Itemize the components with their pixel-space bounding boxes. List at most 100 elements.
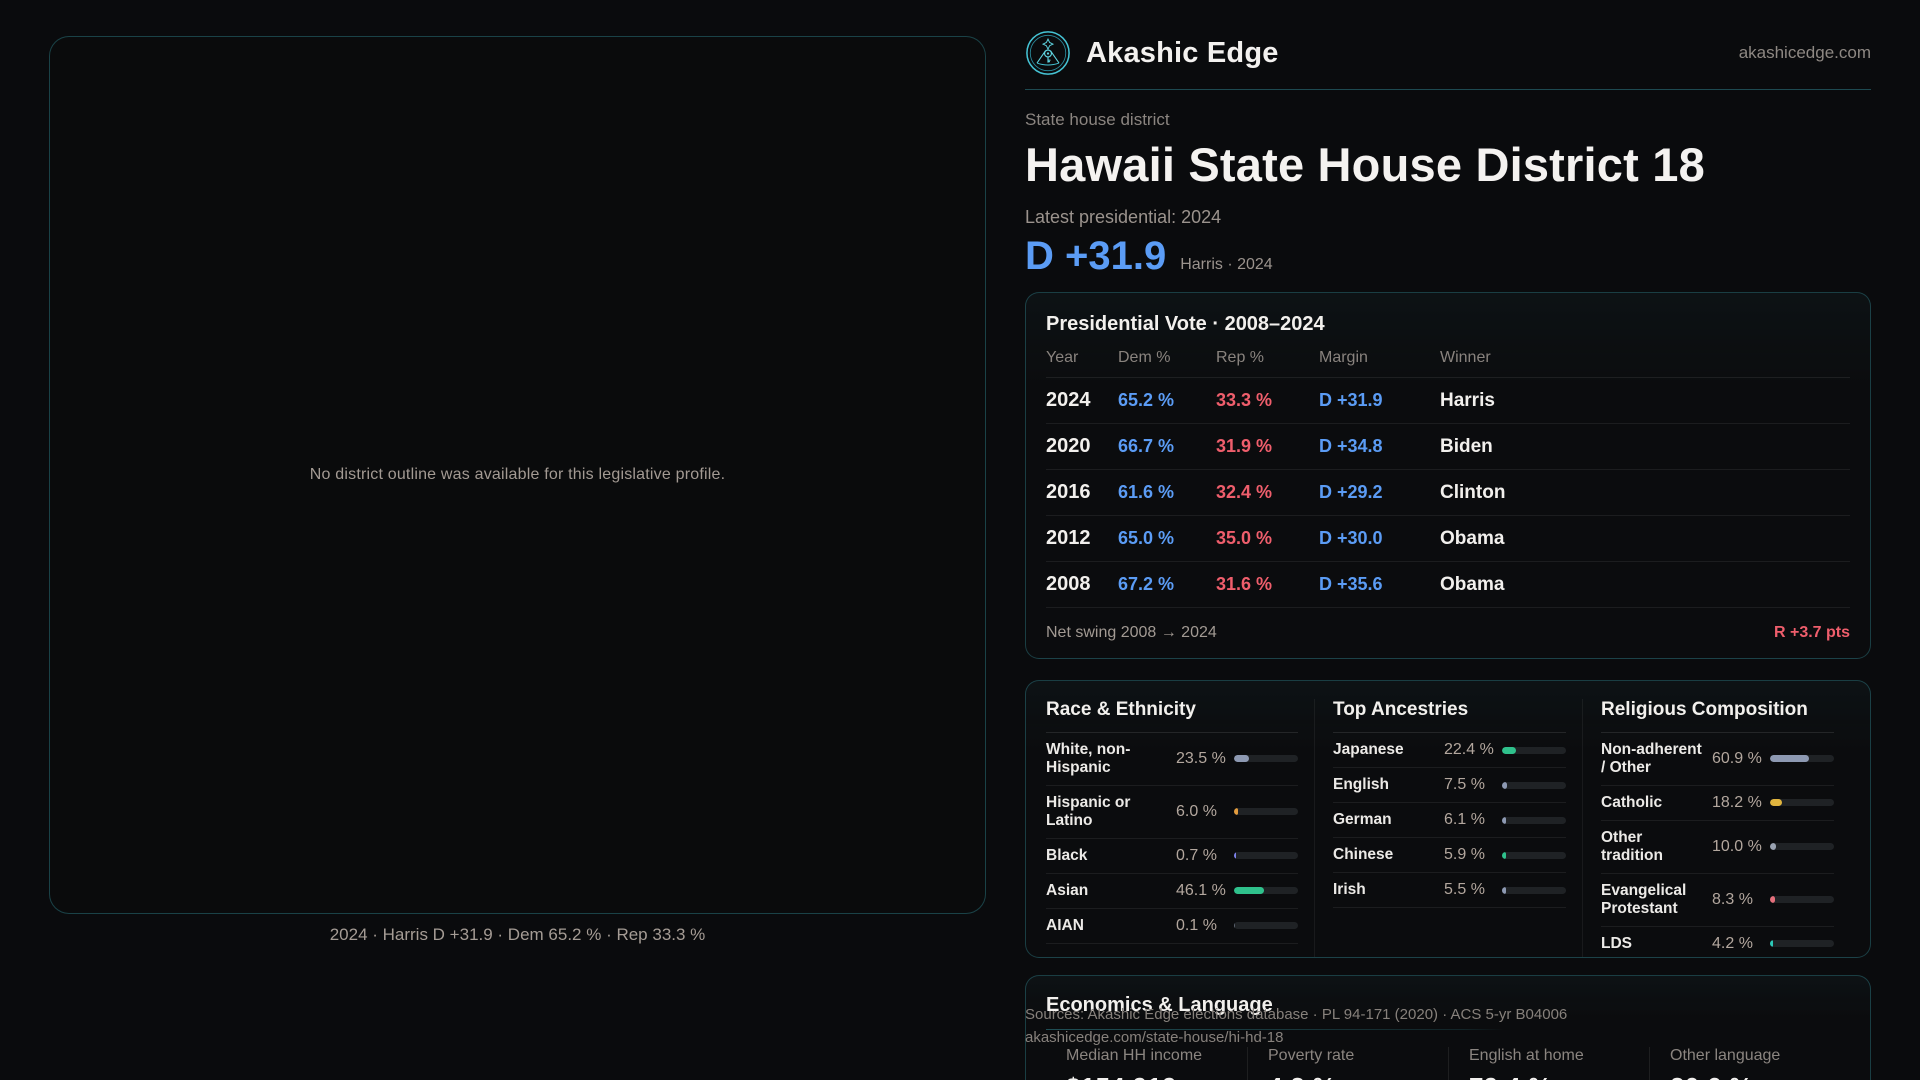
religion-column: Religious Composition Non-adherent / Oth…	[1582, 699, 1850, 957]
stat-label: English at home	[1469, 1047, 1584, 1064]
demo-value: 22.4 %	[1444, 741, 1494, 758]
demo-value: 10.0 %	[1712, 837, 1762, 855]
demo-bar-fill	[1502, 851, 1506, 859]
vote-card-title: Presidential Vote · 2008–2024	[1046, 313, 1325, 335]
demo-bar-track	[1234, 808, 1298, 816]
stat-other-language: Other language 20.6 %	[1649, 1047, 1850, 1080]
vote-winner: Harris	[1440, 389, 1495, 411]
economics-card-title: Economics & Language	[1046, 994, 1273, 1016]
list-item: German 6.1 %	[1333, 803, 1566, 838]
demo-bar-fill	[1770, 799, 1782, 807]
vote-year: 2020	[1046, 435, 1091, 457]
demo-bar-fill	[1770, 755, 1809, 763]
vote-margin: D +29.2	[1319, 482, 1383, 502]
demo-bar-track	[1502, 746, 1566, 754]
demo-bar-fill	[1770, 940, 1773, 948]
demo-label: Irish	[1333, 881, 1366, 899]
header-divider	[1025, 89, 1871, 90]
net-swing-value: R +3.7 pts	[1773, 624, 1850, 641]
list-item: Hispanic or Latino 6.0 %	[1046, 786, 1298, 839]
vote-rep-pct: 32.4 %	[1216, 482, 1273, 502]
list-item: Non-adherent / Other 60.9 %	[1601, 733, 1834, 786]
page-title: Hawaii State House District 18	[1025, 138, 1705, 191]
table-row: 2024 65.2 % 33.3 % D +31.9 Harris	[1046, 378, 1850, 424]
vote-rep-pct: 35.0 %	[1216, 528, 1273, 548]
demo-bar-track	[1502, 781, 1566, 789]
vote-dem-pct: 67.2 %	[1118, 574, 1175, 594]
economics-title-underline	[1046, 1029, 1850, 1030]
demo-label: Chinese	[1333, 846, 1394, 864]
col-dem: Dem %	[1118, 349, 1171, 366]
stat-value: 79.4 %	[1469, 1072, 1649, 1080]
col-year: Year	[1046, 349, 1079, 366]
sources-line: Sources: Akashic Edge elections database…	[1025, 1006, 1568, 1023]
demo-bar-fill	[1770, 896, 1776, 904]
race-column-title: Race & Ethnicity	[1046, 699, 1298, 733]
vote-dem-pct: 65.2 %	[1118, 390, 1175, 410]
list-item: LDS 4.2 %	[1601, 927, 1834, 957]
vote-year: 2024	[1046, 389, 1091, 411]
demo-label: AIAN	[1046, 916, 1084, 934]
col-winner: Winner	[1440, 349, 1491, 366]
brand-header: Akashic Edge akashicedge.com	[1025, 30, 1871, 76]
vote-winner: Biden	[1440, 435, 1493, 457]
demo-label: Japanese	[1333, 741, 1404, 759]
table-row: 2016 61.6 % 32.4 % D +29.2 Clinton	[1046, 470, 1850, 516]
vote-dem-pct: 65.0 %	[1118, 528, 1175, 548]
demo-value: 6.0 %	[1176, 802, 1217, 820]
ancestries-column: Top Ancestries Japanese 22.4 % English 7…	[1314, 699, 1582, 957]
col-margin: Margin	[1319, 349, 1368, 366]
vote-margin: D +31.9	[1319, 390, 1383, 410]
list-item: Irish 5.5 %	[1333, 873, 1566, 908]
demo-bar-fill	[1234, 922, 1235, 930]
vote-year: 2012	[1046, 527, 1091, 549]
brand-site-link[interactable]: akashicedge.com	[1738, 43, 1871, 62]
vote-dem-pct: 61.6 %	[1118, 482, 1175, 502]
list-item: Other tradition 10.0 %	[1601, 821, 1834, 874]
stat-poverty-rate: Poverty rate 4.2 %	[1247, 1047, 1448, 1080]
economics-stats-row: Median HH income $154,919 Poverty rate 4…	[1046, 1047, 1850, 1080]
vote-margin: D +34.8	[1319, 436, 1383, 456]
brand-name: Akashic Edge	[1086, 36, 1279, 69]
table-row: 2008 67.2 % 31.6 % D +35.6 Obama	[1046, 562, 1850, 608]
demo-bar-track	[1502, 816, 1566, 824]
akashic-logo-icon	[1026, 31, 1070, 75]
economics-card: Economics & Language Median HH income $1…	[1025, 975, 1871, 1080]
vote-margin: D +30.0	[1319, 528, 1383, 548]
demo-bar-track	[1502, 886, 1566, 894]
vote-year: 2008	[1046, 573, 1091, 595]
demo-bar-fill	[1770, 843, 1777, 851]
demo-bar-track	[1770, 755, 1834, 763]
vote-dem-pct: 66.7 %	[1118, 436, 1175, 456]
demo-bar-fill	[1234, 852, 1236, 860]
latest-presidential-label: Latest presidential: 2024	[1025, 207, 1222, 227]
stat-value: $154,919	[1066, 1072, 1247, 1080]
stat-value: 20.6 %	[1670, 1072, 1850, 1080]
vote-rep-pct: 33.3 %	[1216, 390, 1273, 410]
demo-bar-fill	[1502, 781, 1507, 789]
vote-winner: Clinton	[1440, 481, 1506, 503]
table-row: 2012 65.0 % 35.0 % D +30.0 Obama	[1046, 516, 1850, 562]
demo-value: 6.1 %	[1444, 811, 1485, 828]
vote-margin: D +35.6	[1319, 574, 1383, 594]
col-rep: Rep %	[1216, 349, 1265, 366]
list-item: Asian 46.1 %	[1046, 874, 1298, 909]
demo-bar-track	[1770, 896, 1834, 904]
demo-value: 5.5 %	[1444, 881, 1485, 898]
stat-label: Poverty rate	[1268, 1047, 1355, 1064]
vote-winner: Obama	[1440, 527, 1505, 549]
demo-label: Other tradition	[1601, 828, 1663, 864]
map-empty-message: No district outline was available for th…	[309, 466, 726, 483]
stat-label: Other language	[1670, 1047, 1781, 1064]
demo-bar-fill	[1502, 886, 1506, 894]
demo-value: 60.9 %	[1712, 749, 1762, 767]
vote-winner: Obama	[1440, 573, 1505, 595]
ancestries-column-title: Top Ancestries	[1333, 699, 1566, 733]
demo-bar-track	[1234, 852, 1298, 860]
demo-bar-track	[1770, 843, 1834, 851]
demo-bar-track	[1502, 851, 1566, 859]
permalink[interactable]: akashicedge.com/state-house/hi-hd-18	[1025, 1029, 1284, 1046]
demo-value: 23.5 %	[1176, 749, 1226, 767]
net-swing-row: Net swing 2008 → 2024 R +3.7 pts	[1046, 608, 1850, 642]
demo-bar-fill	[1234, 755, 1250, 763]
